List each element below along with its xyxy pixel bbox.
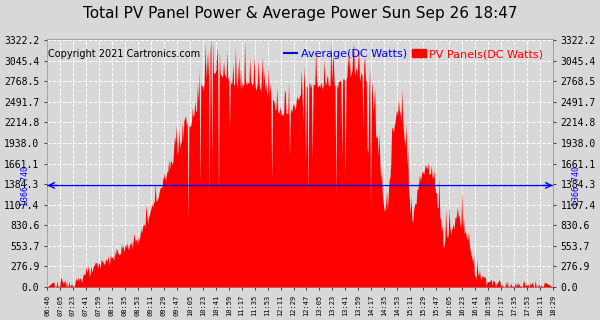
Text: Copyright 2021 Cartronics.com: Copyright 2021 Cartronics.com	[48, 49, 200, 59]
Text: 1366.740: 1366.740	[20, 165, 29, 205]
Legend: Average(DC Watts), PV Panels(DC Watts): Average(DC Watts), PV Panels(DC Watts)	[280, 44, 547, 63]
Text: Total PV Panel Power & Average Power Sun Sep 26 18:47: Total PV Panel Power & Average Power Sun…	[83, 6, 517, 21]
Text: 1366.740: 1366.740	[571, 165, 580, 205]
